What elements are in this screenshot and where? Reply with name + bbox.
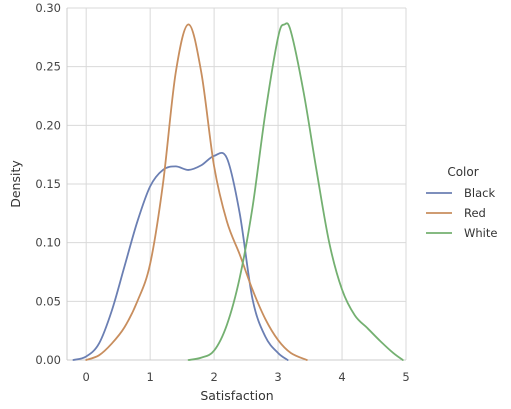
y-tick-label: 0.25: [35, 60, 61, 74]
x-axis-label: Satisfaction: [200, 388, 273, 403]
legend-label-black: Black: [464, 186, 495, 200]
x-tick-label: 0: [83, 370, 90, 384]
grid-lines: [66, 7, 407, 361]
y-tick-label: 0.10: [35, 236, 61, 250]
legend-label-white: White: [464, 226, 497, 240]
legend-label-red: Red: [464, 206, 486, 220]
series-lines: [72, 22, 404, 361]
y-tick-label: 0.20: [35, 118, 61, 132]
x-tick-labels: 0 1 2 3 4 5: [83, 370, 410, 384]
y-tick-label: 0.15: [35, 177, 61, 191]
x-tick-label: 5: [402, 370, 409, 384]
x-tick-label: 4: [338, 370, 345, 384]
y-tick-label: 0.00: [35, 353, 61, 367]
legend: Color Black Red White: [426, 165, 497, 240]
x-tick-label: 3: [274, 370, 281, 384]
series-line-red: [85, 23, 308, 361]
x-tick-label: 2: [210, 370, 217, 384]
legend-title: Color: [447, 165, 478, 179]
y-tick-label: 0.05: [35, 294, 61, 308]
series-line-black: [72, 152, 289, 361]
y-tick-labels: 0.00 0.05 0.10 0.15 0.20 0.25 0.30: [35, 1, 61, 367]
series-line-white: [187, 22, 404, 361]
y-tick-label: 0.30: [35, 1, 61, 15]
x-tick-label: 1: [146, 370, 153, 384]
y-axis-label: Density: [8, 160, 23, 208]
